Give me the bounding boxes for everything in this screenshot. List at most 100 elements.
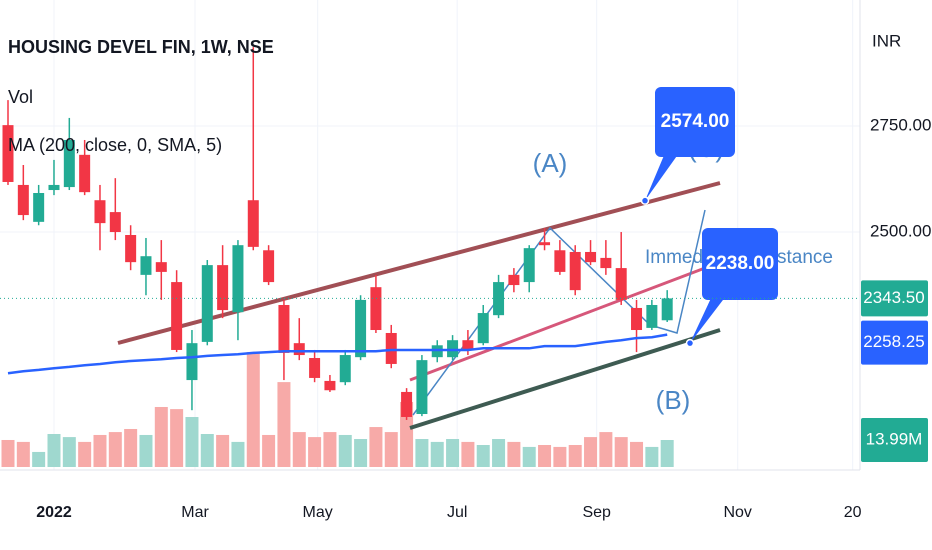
price-tag-label: 2343.50 (863, 288, 924, 307)
candle-body (293, 343, 305, 356)
callout-label: 2574.00 (661, 111, 730, 132)
volume-bar (446, 439, 460, 467)
volume-bar (369, 427, 383, 467)
candle-body (125, 235, 137, 263)
candle-body (401, 391, 413, 417)
volume-pane (1, 351, 674, 467)
annotation: (B) (656, 385, 691, 415)
y-tick-label: 2500.00 (870, 222, 931, 241)
candle-body (585, 251, 597, 263)
candles (2, 47, 673, 420)
candle-body (554, 250, 566, 272)
volume-bar (32, 451, 46, 467)
price-tag (861, 418, 928, 463)
candle-body (155, 262, 167, 272)
volume-bar (354, 439, 368, 467)
annotations: (A)(B)(C)Immediate Resistance2574.002238… (533, 87, 833, 415)
volume-bar (277, 382, 291, 467)
indicator-label: MA (200, close, 0, SMA, 5) (8, 135, 222, 155)
callout-anchor (685, 338, 695, 348)
candle-body (615, 268, 627, 300)
candle-body (217, 265, 229, 311)
candle-body (539, 242, 551, 246)
volume-bar (62, 437, 76, 467)
callout-anchor (640, 196, 650, 205)
candle-body (232, 245, 244, 313)
volume-bar (522, 446, 536, 467)
candle-body (508, 274, 520, 286)
volume-bar (614, 437, 628, 467)
price-tag (861, 280, 928, 317)
candle-body (140, 256, 152, 275)
candle-body (186, 343, 198, 381)
candle-body (523, 248, 535, 283)
candle-body (278, 304, 290, 353)
volume-bar (78, 441, 92, 467)
volume-bar (185, 417, 199, 467)
volume-bar (645, 446, 659, 467)
candle-body (416, 360, 428, 415)
candle-body (646, 304, 658, 328)
callout-box (655, 87, 735, 157)
callout-pointer (690, 296, 726, 344)
trend-line (409, 266, 706, 382)
volume-bar (200, 434, 214, 467)
candle-body (493, 282, 505, 316)
volume-bar (262, 434, 276, 467)
volume-bar (93, 434, 107, 467)
volume-bar (507, 441, 521, 467)
volume-bar (660, 440, 674, 467)
candle-body (48, 184, 60, 191)
annotation: (A) (533, 148, 568, 178)
x-tick-label: Mar (181, 504, 209, 521)
callout-label: 2238.00 (706, 253, 775, 274)
candle-body (661, 298, 673, 321)
price-tag-label: 2258.25 (863, 332, 924, 351)
volume-bar (568, 445, 582, 467)
indicator-label: Vol (8, 87, 33, 107)
candle-body (63, 139, 75, 188)
x-tick-label: Jul (447, 504, 467, 521)
volume-bar (308, 437, 322, 467)
candle-body (247, 200, 259, 247)
candle-body (477, 313, 489, 344)
candle-body (462, 340, 474, 350)
volume-bar (231, 441, 245, 467)
price-tag (861, 320, 928, 365)
x-tick-label: May (303, 504, 333, 521)
candle-body (171, 282, 183, 350)
moving-average-line (7, 333, 668, 375)
price-tag-label: 13.99M (866, 429, 923, 448)
candle-body (109, 212, 121, 233)
volume-bar (124, 428, 138, 467)
trend-line (409, 328, 721, 430)
volume-bar (630, 441, 644, 467)
candle-body (201, 265, 213, 342)
volume-bar (384, 432, 398, 467)
x-tick-label: Nov (723, 504, 751, 521)
candle-body (447, 340, 459, 358)
volume-bar (584, 437, 598, 467)
volume-bar (47, 434, 61, 467)
volume-bar (400, 401, 414, 467)
candle-body (33, 193, 45, 222)
candle-body (631, 307, 643, 331)
volume-bar (170, 409, 184, 467)
volume-bar (430, 441, 444, 467)
volume-bar (599, 432, 613, 467)
y-tick-label: 2750.00 (870, 115, 931, 134)
x-tick-label: 2022 (36, 504, 72, 521)
volume-bar (553, 446, 567, 467)
candle-body (370, 287, 382, 331)
candle-body (94, 200, 106, 224)
volume-bar (292, 432, 306, 467)
volume-bar (461, 441, 475, 467)
x-tick-label: Sep (582, 504, 611, 521)
volume-bar (415, 439, 429, 467)
volume-bar (476, 445, 490, 467)
volume-bar (216, 434, 230, 467)
volume-bar (338, 434, 352, 467)
volume-bar (323, 432, 337, 467)
